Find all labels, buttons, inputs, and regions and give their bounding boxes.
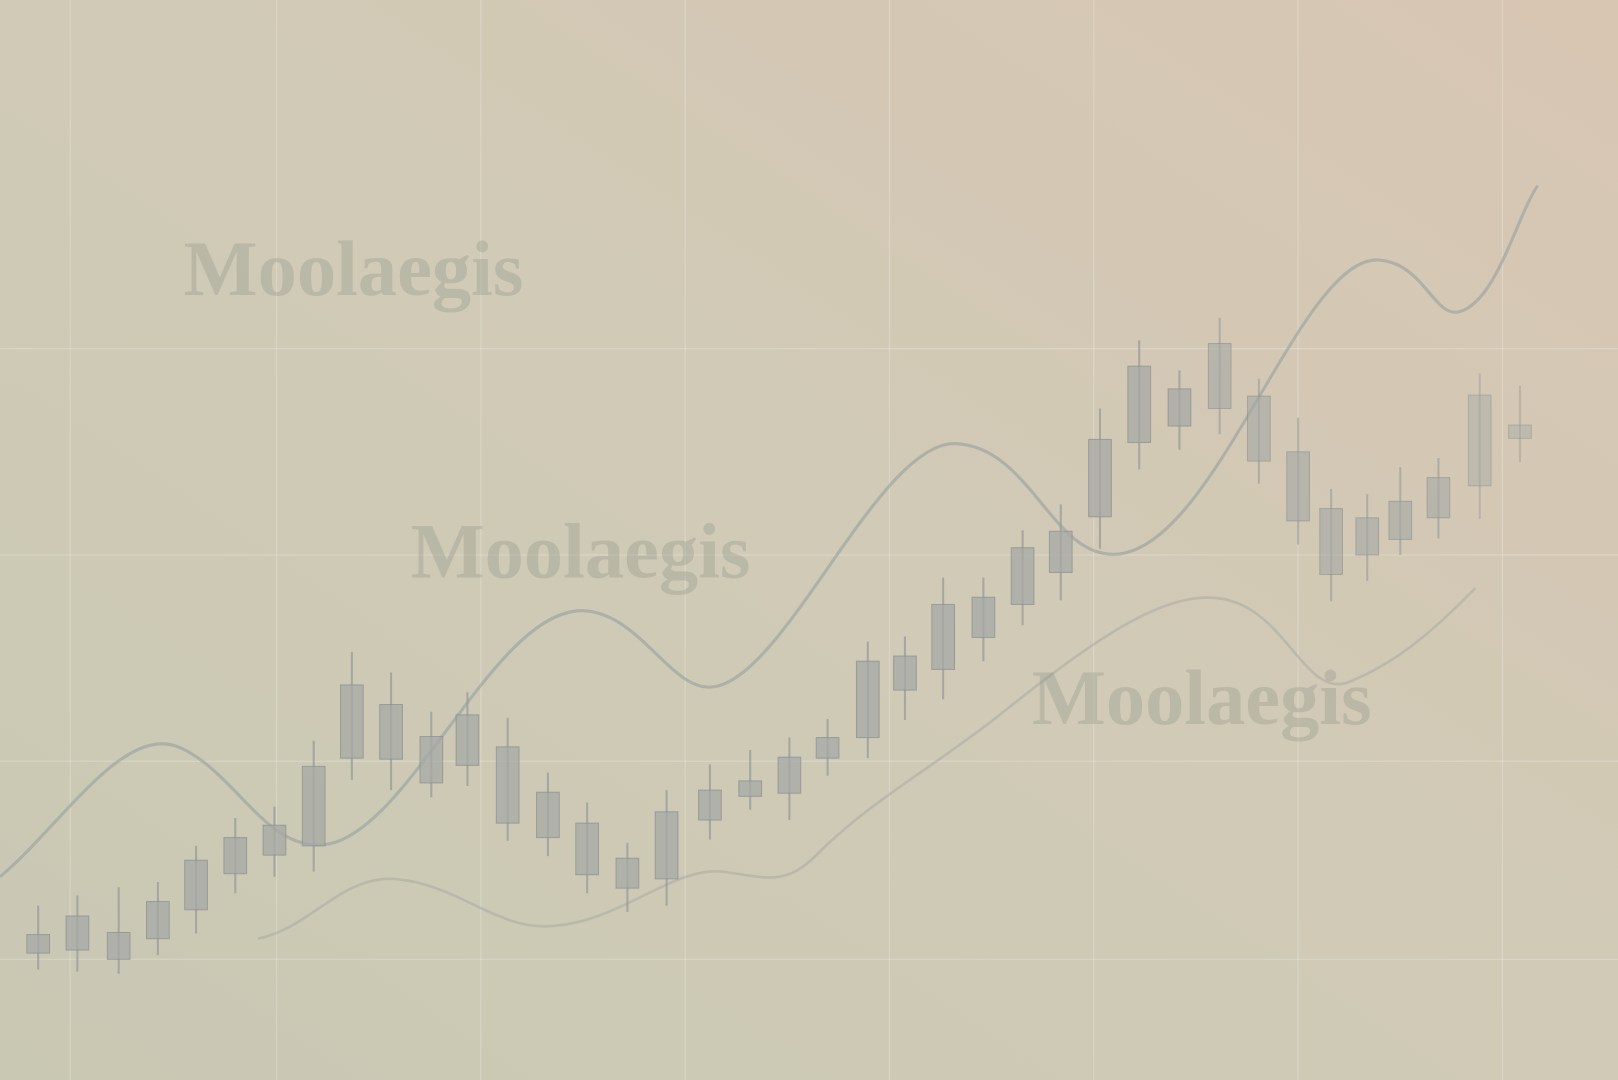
candle-body [223,837,248,875]
candle-body [777,756,802,794]
candle-body [1088,438,1112,518]
candle-body [1508,424,1532,439]
watermark: Moolaegis [184,225,524,312]
candle-body [575,822,600,876]
candle-body [455,714,480,766]
candle-body [1286,451,1310,522]
candle-body [301,765,326,847]
candle-body [1426,477,1451,519]
candle-body [893,655,917,691]
candle-body [1167,388,1192,427]
candlesticks [26,317,1532,974]
candle-body [1388,500,1413,540]
candle-body [1319,508,1344,576]
candle-body [1127,365,1152,444]
moving-average-line [0,184,1539,878]
candle-body [379,704,403,760]
candle-body [106,931,131,960]
watermark: Moolaegis [411,508,751,595]
candle-body [1247,395,1271,462]
candle-body [26,934,51,954]
candle-body [1010,547,1035,605]
candle-body [146,901,170,940]
watermark: Moolaegis [1032,654,1372,741]
candle-body [184,859,208,911]
candle-body [495,746,520,824]
candle-body [262,824,287,856]
candle-body [855,660,880,739]
candle-body [698,789,722,821]
secondary-line [257,587,1477,940]
candle-body [1207,342,1232,409]
candle-body [536,791,560,839]
candle-body [1048,530,1073,574]
candle-body [931,603,956,670]
candle-body [815,737,840,759]
candle-body [65,915,90,951]
candle-body [1355,517,1380,556]
candle-body [738,780,763,797]
candle-body [419,735,444,784]
candle-body [654,811,679,880]
candle-body [340,684,364,759]
candle-body [971,596,996,638]
candle-body [615,857,640,889]
candle-body [1467,394,1492,487]
